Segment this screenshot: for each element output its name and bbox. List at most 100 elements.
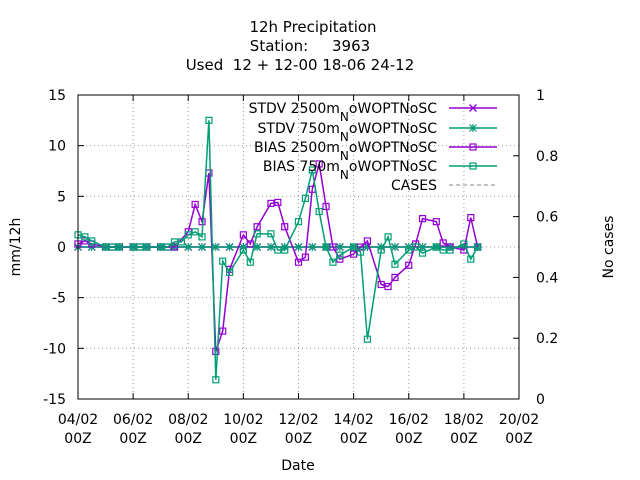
- data-point: [253, 223, 261, 231]
- chart-title-line-1: 12h Precipitation: [249, 18, 376, 36]
- data-point: [336, 251, 344, 259]
- legend-sample-marker: [469, 143, 477, 151]
- data-point: [246, 258, 254, 266]
- x-tick-label-time: 00Z: [285, 431, 312, 447]
- y-tick-label: 0: [57, 240, 66, 256]
- data-point: [301, 194, 309, 202]
- x-tick-label-date: 12/02: [278, 412, 318, 428]
- data-point: [391, 260, 399, 268]
- y2-tick-label: 0.6: [536, 210, 558, 226]
- x-tick-label-time: 00Z: [450, 431, 477, 447]
- x-tick-label-date: 10/02: [223, 412, 263, 428]
- data-point: [294, 218, 303, 226]
- plot-border: [77, 94, 520, 400]
- series-line: [77, 120, 479, 380]
- data-point: [384, 233, 392, 241]
- data-point: [184, 243, 193, 251]
- data-point: [170, 238, 179, 246]
- data-point: [384, 282, 392, 291]
- data-point: [315, 160, 323, 168]
- data-point: [281, 246, 289, 254]
- data-point: [129, 243, 137, 251]
- x-tick-label-time: 00Z: [505, 431, 532, 447]
- data-point: [253, 243, 262, 251]
- data-point: [474, 243, 482, 251]
- data-point: [266, 243, 275, 251]
- data-point: [391, 273, 399, 281]
- data-point: [322, 243, 330, 251]
- data-point: [198, 243, 207, 251]
- data-point: [246, 240, 254, 248]
- data-point: [253, 230, 261, 238]
- x-tick-label-date: 16/02: [389, 412, 429, 428]
- legend-sample-marker: [469, 104, 477, 112]
- data-point: [294, 258, 303, 266]
- data-point: [143, 243, 151, 251]
- y2-tick-label: 0.4: [536, 270, 558, 286]
- data-point: [315, 207, 323, 216]
- data-point: [350, 250, 358, 258]
- data-point: [108, 243, 117, 251]
- data-point: [212, 376, 220, 384]
- data-point: [390, 243, 399, 251]
- data-point: [377, 280, 385, 289]
- data-point: [432, 218, 440, 226]
- data-point: [377, 246, 385, 254]
- data-point: [308, 166, 316, 174]
- data-point: [460, 240, 468, 248]
- legend-label: STDV 750mNoWOPTNoSC: [258, 121, 438, 144]
- legend-label: CASES: [391, 178, 437, 194]
- data-point: [239, 231, 247, 239]
- data-point: [81, 233, 89, 241]
- data-point: [205, 116, 213, 124]
- data-point: [101, 243, 110, 251]
- y2-axis-label: No cases: [601, 216, 617, 279]
- x-tick-label-date: 04/02: [58, 412, 98, 428]
- y-tick-label: 15: [48, 88, 66, 104]
- data-point: [219, 327, 227, 335]
- data-point: [432, 243, 440, 251]
- y2-tick-label: 0.8: [536, 149, 558, 165]
- x-tick-label-time: 00Z: [230, 431, 257, 447]
- y2-tick-label: 0.2: [536, 331, 558, 347]
- x-tick-label-time: 00Z: [340, 431, 367, 447]
- data-point: [191, 228, 199, 236]
- legend-sample-marker: [469, 124, 477, 132]
- data-point: [363, 335, 372, 343]
- data-point: [356, 243, 365, 251]
- data-point: [219, 257, 227, 265]
- x-axis-label: Date: [281, 458, 314, 474]
- data-point: [294, 243, 303, 251]
- data-point: [412, 243, 420, 251]
- x-tick-label-time: 00Z: [119, 431, 146, 447]
- x-tick-label-date: 20/02: [499, 412, 539, 428]
- data-point: [439, 246, 447, 254]
- data-point: [329, 258, 337, 266]
- axis-ticks: 04/02 00Z 06/02 00Z 08/02 00Z 10/02 00Z 12/02 00Z…: [43, 88, 558, 447]
- series-3: [74, 116, 482, 384]
- legend-label: BIAS 2500mNoWOPTNoSC: [254, 140, 437, 163]
- legend-label: BIAS 750mNoWOPTNoSC: [263, 159, 437, 182]
- data-point: [115, 243, 123, 251]
- data-point: [274, 246, 282, 254]
- x-tick-label-date: 18/02: [444, 412, 484, 428]
- data-point: [467, 214, 475, 222]
- y2-tick-label: 1: [536, 88, 545, 104]
- data-point: [184, 231, 192, 239]
- data-point: [405, 261, 413, 269]
- data-point: [363, 237, 372, 245]
- data-point: [301, 253, 309, 261]
- data-point: [157, 243, 165, 251]
- data-point: [81, 237, 89, 245]
- legend-label: STDV 2500mNoWOPTNoSC: [249, 101, 438, 124]
- data-point: [267, 230, 275, 238]
- data-point: [439, 239, 447, 247]
- data-point: [418, 249, 427, 257]
- x-tick-label-time: 00Z: [175, 431, 202, 447]
- data-point: [239, 246, 247, 254]
- y-tick-label: -15: [43, 392, 66, 408]
- data-point: [211, 243, 220, 251]
